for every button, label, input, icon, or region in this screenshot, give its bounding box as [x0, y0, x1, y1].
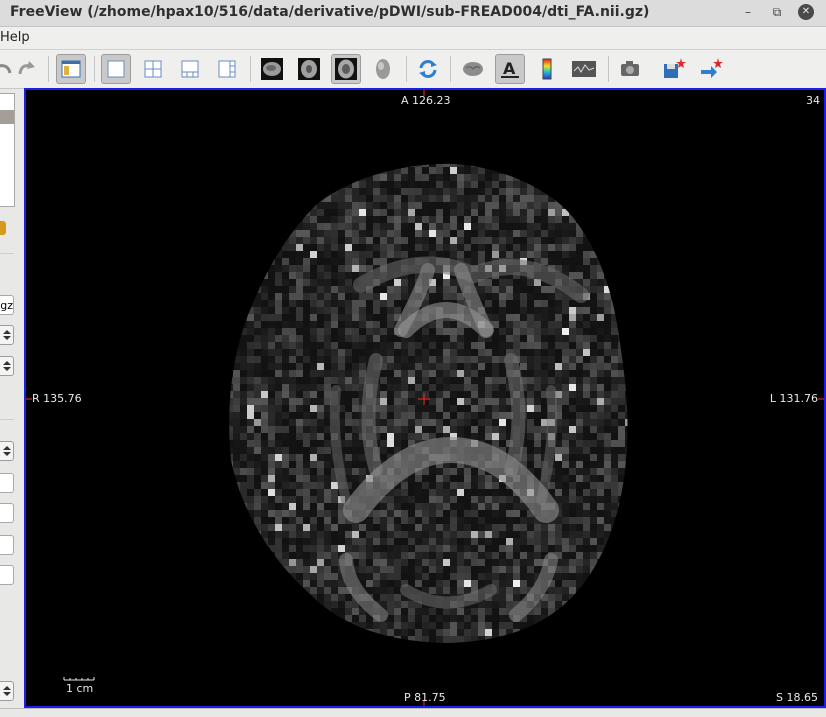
minimize-icon[interactable]: – — [745, 5, 751, 19]
left-coordinate-label: L 131.76 — [769, 392, 818, 405]
histogram-icon[interactable] — [569, 54, 599, 84]
sagittal-view-icon[interactable] — [257, 54, 287, 84]
menu-help[interactable]: Help — [0, 30, 30, 45]
reset-view-icon[interactable] — [413, 54, 443, 84]
snapshot-camera-icon[interactable] — [615, 54, 645, 84]
level-field[interactable] — [0, 503, 14, 523]
redo-icon[interactable] — [12, 54, 42, 84]
layout-2x2-icon[interactable] — [138, 54, 168, 84]
restore-icon[interactable]: ⧉ — [772, 5, 782, 19]
window-title: FreeView (/zhome/hpax10/516/data/derivat… — [10, 4, 650, 20]
lock-icon[interactable] — [0, 221, 6, 235]
window-field[interactable] — [0, 473, 14, 493]
close-icon[interactable]: ✕ — [798, 4, 814, 20]
annotation-text-icon[interactable]: A — [495, 54, 525, 84]
control-panel: gz — [0, 89, 24, 716]
scale-bar — [63, 677, 95, 681]
title-bar: FreeView (/zhome/hpax10/516/data/derivat… — [0, 0, 826, 27]
goto-point-icon[interactable] — [696, 54, 726, 84]
3d-view-icon[interactable] — [368, 54, 398, 84]
min-field[interactable] — [0, 535, 14, 555]
right-coordinate-label: R 135.76 — [32, 392, 82, 405]
slice-number-label: 34 — [806, 94, 820, 107]
slice-coordinate-label: S 18.65 — [776, 691, 818, 704]
axial-view-icon[interactable] — [331, 54, 361, 84]
undo-icon[interactable] — [0, 54, 18, 84]
bottom-spinbox[interactable] — [0, 681, 14, 701]
layout-1-3-icon[interactable] — [175, 54, 205, 84]
toggle-panel-icon[interactable] — [56, 54, 86, 84]
brain-fa-image[interactable] — [26, 90, 824, 706]
max-field[interactable] — [0, 565, 14, 585]
layout-1-3-horizontal-icon[interactable] — [212, 54, 242, 84]
posterior-coordinate-label: P 81.75 — [404, 691, 446, 704]
anterior-coordinate-label: A 126.23 — [401, 94, 451, 107]
status-bar — [0, 708, 826, 717]
scale-bar-label: 1 cm — [66, 682, 94, 695]
layout-1x1-icon[interactable] — [101, 54, 131, 84]
image-viewer[interactable]: A 126.23 34 R 135.76 L 131.76 P 81.75 S … — [24, 88, 826, 708]
file-name-field[interactable]: gz — [0, 295, 14, 315]
frame-spinbox[interactable] — [0, 325, 14, 345]
main-toolbar: A — [0, 50, 826, 89]
selected-layer[interactable] — [0, 110, 14, 124]
save-point-icon[interactable] — [659, 54, 689, 84]
colormap-spinbox[interactable] — [0, 441, 14, 461]
svg-text:A: A — [503, 59, 516, 78]
surface-icon[interactable] — [458, 54, 488, 84]
colorbar-icon[interactable] — [532, 54, 562, 84]
menu-bar: Help — [0, 27, 826, 50]
layer-list[interactable] — [0, 93, 15, 207]
opacity-spinbox[interactable] — [0, 356, 14, 376]
coronal-view-icon[interactable] — [294, 54, 324, 84]
file-name-suffix: gz — [0, 299, 13, 312]
